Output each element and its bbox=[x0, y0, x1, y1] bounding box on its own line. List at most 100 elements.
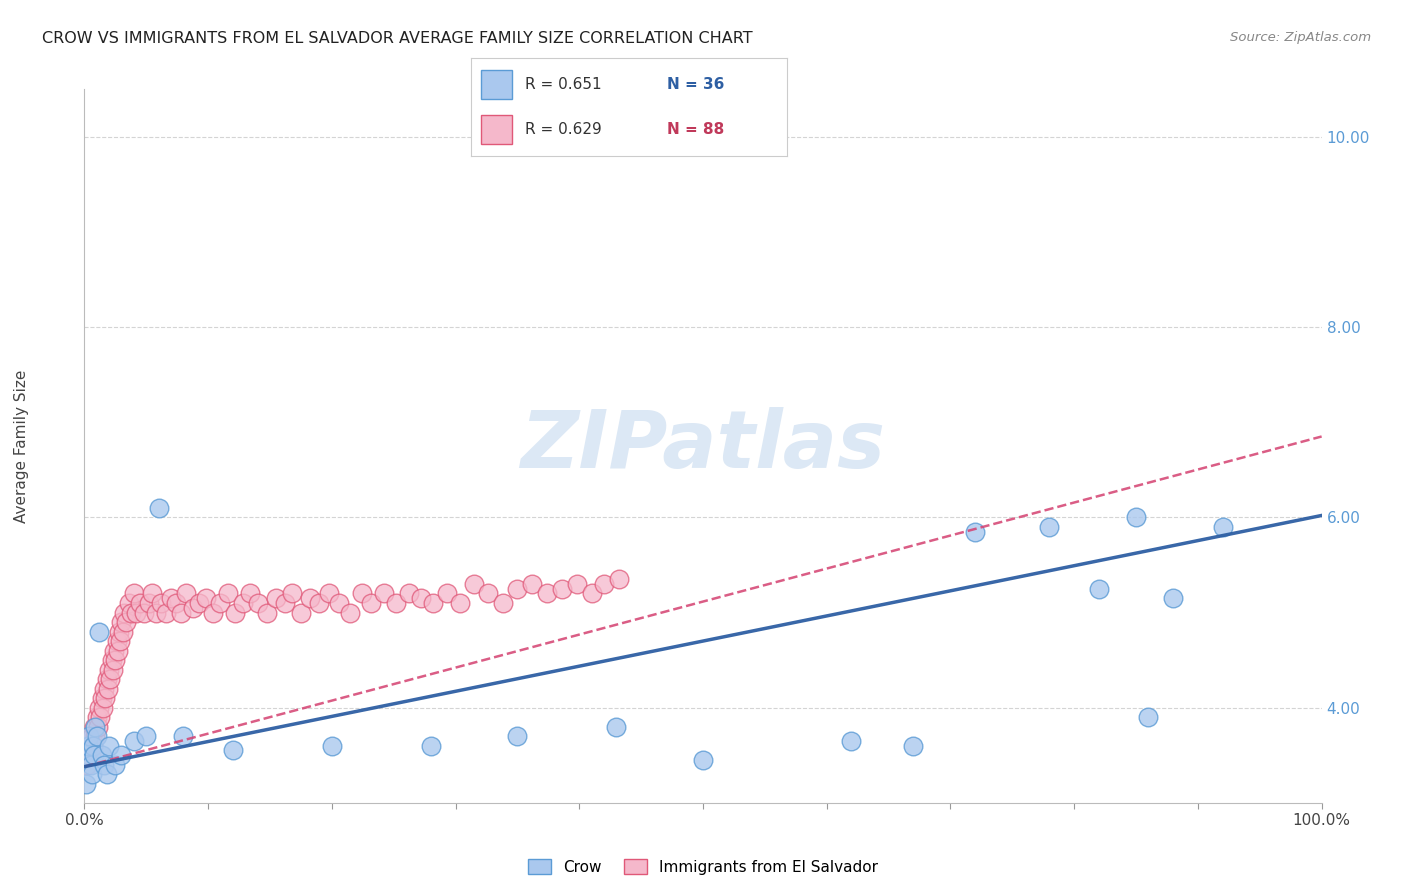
Point bbox=[98, 663, 121, 677]
Point bbox=[89, 624, 111, 639]
Point bbox=[350, 586, 373, 600]
Point bbox=[110, 634, 132, 648]
Point bbox=[605, 720, 627, 734]
Point bbox=[506, 582, 529, 596]
Point bbox=[82, 739, 104, 753]
Point bbox=[104, 653, 127, 667]
Point bbox=[90, 748, 112, 763]
Point bbox=[477, 586, 499, 600]
Point bbox=[141, 586, 163, 600]
Point bbox=[321, 739, 343, 753]
Point bbox=[108, 624, 131, 639]
Point bbox=[318, 586, 340, 600]
Point bbox=[93, 757, 115, 772]
Point bbox=[129, 596, 152, 610]
Point bbox=[77, 739, 100, 753]
Point bbox=[96, 672, 118, 686]
Point bbox=[79, 748, 101, 763]
Point bbox=[98, 739, 121, 753]
Point bbox=[328, 596, 350, 610]
Point bbox=[76, 748, 98, 763]
Point bbox=[593, 577, 616, 591]
Point bbox=[188, 596, 211, 610]
Point bbox=[1161, 591, 1184, 606]
Point bbox=[75, 777, 97, 791]
Point bbox=[118, 596, 141, 610]
Point bbox=[100, 653, 122, 667]
Point bbox=[110, 748, 132, 763]
Point bbox=[122, 734, 145, 748]
Point bbox=[536, 586, 558, 600]
Point bbox=[1088, 582, 1111, 596]
Point bbox=[256, 606, 278, 620]
Point bbox=[77, 748, 100, 763]
Point bbox=[112, 606, 135, 620]
Point bbox=[308, 596, 330, 610]
Point bbox=[80, 729, 103, 743]
Text: R = 0.651: R = 0.651 bbox=[524, 77, 602, 92]
Legend: Crow, Immigrants from El Salvador: Crow, Immigrants from El Salvador bbox=[522, 853, 884, 880]
Point bbox=[385, 596, 408, 610]
Y-axis label: Average Family Size: Average Family Size bbox=[14, 369, 28, 523]
Point bbox=[290, 606, 312, 620]
Point bbox=[82, 739, 104, 753]
Point bbox=[224, 606, 246, 620]
Point bbox=[165, 596, 187, 610]
Point bbox=[607, 572, 630, 586]
Point bbox=[87, 720, 110, 734]
Point bbox=[110, 615, 132, 629]
Point bbox=[965, 524, 987, 539]
Point bbox=[103, 643, 125, 657]
Point bbox=[222, 743, 245, 757]
Point bbox=[104, 757, 127, 772]
Point bbox=[138, 596, 160, 610]
Point bbox=[145, 606, 167, 620]
Point bbox=[120, 606, 142, 620]
Point bbox=[581, 586, 603, 600]
Point bbox=[115, 615, 138, 629]
Text: Source: ZipAtlas.com: Source: ZipAtlas.com bbox=[1230, 31, 1371, 45]
Point bbox=[89, 710, 111, 724]
Point bbox=[86, 710, 108, 724]
Point bbox=[86, 729, 108, 743]
Point bbox=[97, 681, 120, 696]
Point bbox=[491, 596, 513, 610]
Point bbox=[1212, 520, 1234, 534]
Point bbox=[181, 600, 204, 615]
Point bbox=[209, 596, 232, 610]
Point bbox=[79, 739, 101, 753]
Point bbox=[111, 624, 134, 639]
Point bbox=[125, 606, 148, 620]
Bar bbox=[481, 115, 512, 145]
Point bbox=[450, 596, 472, 610]
Text: ZIPatlas: ZIPatlas bbox=[520, 407, 886, 485]
Point bbox=[150, 596, 173, 610]
Point bbox=[246, 596, 269, 610]
Point bbox=[98, 672, 121, 686]
Point bbox=[1137, 710, 1160, 724]
Point bbox=[239, 586, 262, 600]
Point bbox=[155, 606, 177, 620]
Point bbox=[135, 729, 157, 743]
Point bbox=[122, 586, 145, 600]
Point bbox=[84, 720, 107, 734]
Point bbox=[89, 700, 111, 714]
Point bbox=[132, 606, 155, 620]
Text: N = 88: N = 88 bbox=[668, 122, 724, 137]
Text: N = 36: N = 36 bbox=[668, 77, 724, 92]
Point bbox=[105, 634, 128, 648]
Point bbox=[565, 577, 588, 591]
Point bbox=[79, 729, 101, 743]
Point bbox=[202, 606, 225, 620]
Point bbox=[1125, 510, 1147, 524]
Point bbox=[170, 606, 193, 620]
Point bbox=[194, 591, 217, 606]
Point bbox=[101, 663, 124, 677]
Point bbox=[91, 700, 114, 714]
Point bbox=[551, 582, 574, 596]
Point bbox=[419, 739, 441, 753]
Point bbox=[94, 691, 117, 706]
Point bbox=[160, 591, 183, 606]
Point bbox=[298, 591, 321, 606]
Text: CROW VS IMMIGRANTS FROM EL SALVADOR AVERAGE FAMILY SIZE CORRELATION CHART: CROW VS IMMIGRANTS FROM EL SALVADOR AVER… bbox=[42, 31, 752, 46]
